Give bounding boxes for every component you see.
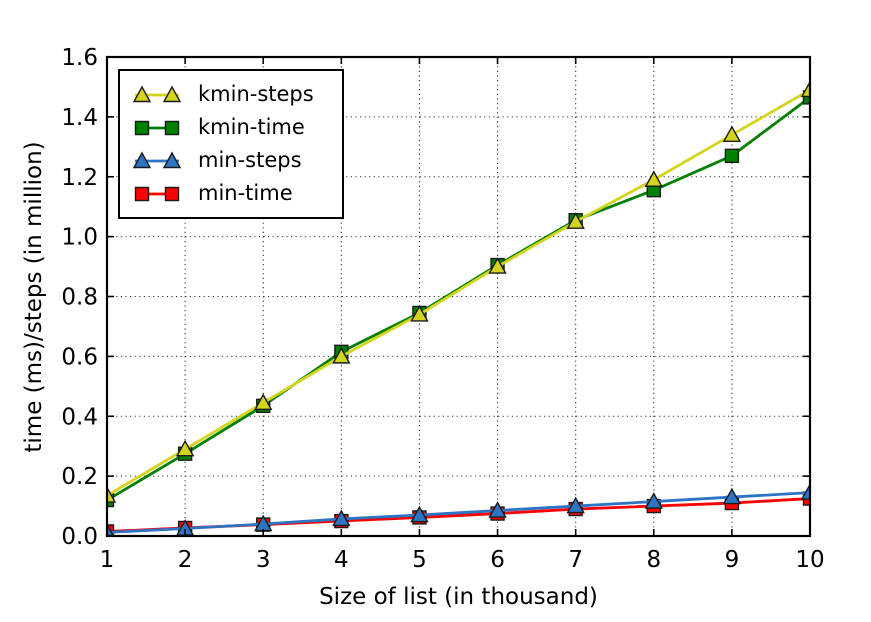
- y-tick-label: 1.6: [61, 45, 98, 71]
- y-tick-label: 0.6: [61, 344, 98, 370]
- triangle-marker-kmin-steps: [644, 170, 663, 187]
- legend-label: min-time: [198, 181, 293, 205]
- series-line-min-steps: [107, 491, 810, 534]
- y-tick-label: 0.4: [61, 404, 98, 430]
- triangle-marker-kmin-steps: [722, 125, 742, 143]
- triangle-marker-min-steps: [410, 505, 429, 523]
- legend: kmin-steps kmin-time min-steps min-time: [118, 69, 344, 219]
- x-tick-label: 3: [256, 547, 271, 573]
- triangle-marker-kmin-steps: [410, 305, 429, 322]
- triangle-marker-kmin-steps: [566, 212, 585, 229]
- legend-item-min-time: min-time: [129, 177, 332, 210]
- triangle-marker-kmin-steps: [107, 486, 117, 503]
- y-tick-label: 1.4: [61, 105, 98, 131]
- square-swatch-icon: [134, 186, 180, 201]
- series-min-steps: [107, 483, 810, 536]
- triangle-marker-min-steps: [566, 496, 585, 514]
- x-tick-label: 6: [490, 547, 505, 573]
- x-tick-label: 10: [795, 547, 824, 573]
- triangle-marker-min-steps: [722, 487, 742, 505]
- x-tick-label: 9: [725, 547, 740, 573]
- legend-item-min-steps: min-steps: [129, 144, 332, 177]
- legend-label: kmin-time: [198, 115, 305, 139]
- y-tick-label: 0.0: [61, 524, 98, 550]
- triangle-marker-min-steps: [644, 492, 663, 509]
- triangle-marker-kmin-steps: [254, 393, 273, 410]
- x-tick-label: 5: [412, 547, 427, 573]
- x-tick-label: 4: [334, 547, 349, 573]
- legend-label: kmin-steps: [198, 82, 314, 106]
- triangle-marker-min-steps: [488, 501, 507, 518]
- triangle-swatch-icon: [132, 85, 182, 102]
- x-tick-label: 7: [568, 547, 583, 573]
- series-kmin-steps: [107, 80, 810, 503]
- triangle-marker-min-steps: [800, 483, 810, 500]
- triangle-marker-min-steps: [332, 509, 351, 527]
- square-marker-kmin-time: [724, 148, 740, 163]
- y-tick-label: 1.2: [61, 165, 98, 191]
- triangle-marker-min-steps: [107, 522, 115, 536]
- x-tick-label: 2: [178, 547, 193, 573]
- triangle-marker-kmin-steps: [488, 257, 507, 274]
- y-tick-label: 0.8: [61, 285, 98, 311]
- series-line-kmin-steps: [107, 88, 810, 497]
- legend-label: min-steps: [198, 148, 302, 172]
- square-swatch-icon: [134, 120, 180, 135]
- x-axis-label: Size of list (in thousand): [319, 584, 598, 610]
- legend-item-kmin-time: kmin-time: [129, 111, 332, 144]
- triangle-marker-kmin-steps: [800, 80, 810, 98]
- triangle-marker-kmin-steps: [175, 439, 195, 457]
- triangle-marker-kmin-steps: [332, 346, 351, 364]
- triangle-swatch-icon: [132, 151, 182, 168]
- y-tick-label: 0.2: [61, 464, 98, 490]
- legend-item-kmin-steps: kmin-steps: [129, 78, 332, 111]
- y-tick-label: 1.0: [61, 225, 98, 251]
- x-tick-label: 8: [646, 547, 661, 573]
- y-axis-label: time (ms)/steps (in million): [21, 141, 47, 453]
- x-tick-label: 1: [100, 547, 115, 573]
